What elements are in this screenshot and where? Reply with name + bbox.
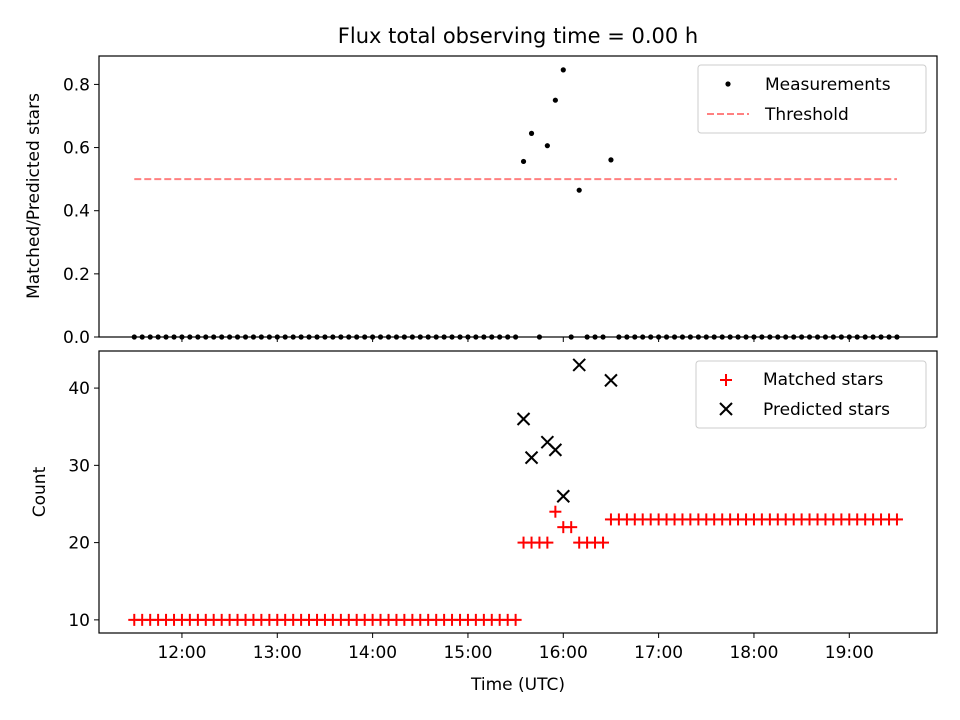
bottom-x-tick-label: 17:00 [634, 643, 683, 663]
matched-stars-point [565, 521, 578, 534]
legend-predicted-label: Predicted stars [763, 400, 890, 420]
top-y-tick-label: 0.4 [63, 202, 90, 222]
measurement-point [552, 97, 558, 103]
matched-stars-point [541, 536, 554, 549]
legend-measurements-marker [725, 81, 731, 87]
legend-measurements-label: Measurements [765, 75, 891, 95]
measurement-point [560, 67, 566, 73]
matched-stars-point [509, 613, 522, 626]
measurement-point [528, 130, 535, 136]
top-y-tick-label: 0.2 [63, 265, 90, 285]
legend-threshold-label: Threshold [764, 105, 849, 125]
top-legend-frame [697, 64, 927, 134]
bottom-x-tick-label: 14:00 [348, 643, 397, 663]
measurement-point [608, 157, 614, 163]
bottom-x-tick-label: 19:00 [825, 643, 874, 663]
bottom-x-tick-label: 16:00 [539, 643, 588, 663]
predicted-stars-point [516, 412, 531, 426]
bottom-axes-frame [98, 350, 938, 634]
top-y-axis: 0.0 0.2 0.4 0.6 0.8 [63, 75, 99, 348]
bottom-y-tick-label: 40 [68, 379, 90, 399]
predicted-stars-point [556, 489, 570, 503]
predicted-stars-point [604, 373, 618, 388]
matched-stars-point [890, 513, 903, 526]
legend-matched-marker [720, 374, 732, 386]
bottom-x-tick-label: 12:00 [157, 643, 206, 663]
bottom-y-axis-label: Count [30, 466, 50, 517]
bottom-plot-area [128, 358, 903, 626]
predicted-stars-point [572, 358, 586, 372]
bottom-y-tick-label: 10 [68, 611, 90, 631]
bottom-legend: Matched stars Predicted stars [695, 360, 927, 429]
predicted-stars-point [548, 443, 563, 457]
matched-stars-point [549, 505, 562, 518]
top-chart-title: Flux total observing time = 0.00 h [338, 24, 698, 48]
bottom-x-tick-label: 18:00 [729, 643, 778, 663]
measurement-point [576, 187, 582, 193]
bottom-legend-frame [695, 360, 927, 429]
predicted-stars-point [524, 450, 539, 465]
top-y-tick-label: 0.0 [63, 328, 90, 348]
top-x-axis [181, 337, 850, 342]
top-y-tick-label: 0.6 [63, 139, 90, 159]
measurement-point [520, 158, 527, 165]
bottom-y-tick-label: 20 [68, 534, 90, 554]
bottom-x-axis-label: Time (UTC) [470, 675, 565, 695]
top-axes-frame [98, 55, 938, 338]
top-y-tick-label: 0.8 [63, 75, 90, 95]
bottom-x-tick-label: 15:00 [443, 643, 492, 663]
bottom-x-tick-label: 13:00 [253, 643, 302, 663]
bottom-y-tick-label: 30 [68, 456, 90, 476]
legend-matched-label: Matched stars [763, 370, 883, 390]
bottom-x-axis: 12:00 13:00 14:00 15:00 16:00 17:00 18:00 19:00 [157, 633, 874, 663]
measurement-point [544, 143, 550, 149]
matched-stars-point [597, 536, 610, 549]
top-y-axis-label: Matched/Predicted stars [24, 93, 44, 299]
bottom-y-axis: 10 20 30 40 [68, 379, 99, 631]
legend-predicted-marker [719, 402, 733, 416]
top-legend: Measurements Threshold [697, 64, 927, 134]
